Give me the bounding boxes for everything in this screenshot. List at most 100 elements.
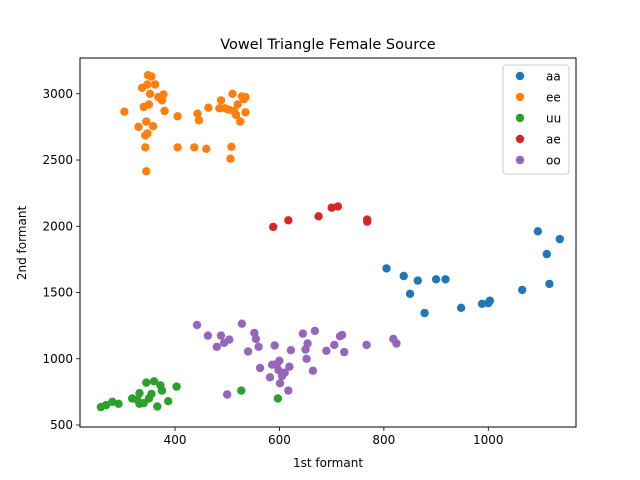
point-uu-17 — [172, 382, 181, 391]
point-oo-1 — [203, 331, 213, 340]
point-uu-13 — [153, 402, 162, 411]
point-oo-19 — [275, 379, 285, 388]
point-oo-30 — [310, 326, 320, 336]
point-ae-1 — [284, 216, 293, 225]
point-ee-33 — [228, 89, 237, 99]
chart-title: Vowel Triangle Female Source — [220, 37, 436, 53]
point-ee-14 — [148, 122, 158, 131]
point-uu-18 — [237, 386, 246, 395]
point-ee-4 — [141, 143, 150, 152]
point-ee-21 — [173, 143, 182, 152]
y-axis: 500 1000 1500 2000 2500 3000 — [42, 87, 80, 432]
point-ee-6 — [142, 167, 151, 176]
point-ee-36 — [233, 100, 242, 109]
legend-marker-oo — [515, 155, 525, 165]
legend-label-uu: uu — [546, 112, 561, 126]
point-oo-7 — [237, 319, 247, 328]
legend-marker-ae — [515, 134, 525, 144]
point-oo-31 — [322, 346, 331, 355]
point-oo-34 — [337, 330, 347, 340]
point-uu-19 — [273, 394, 283, 403]
x-tick-label: 600 — [268, 433, 291, 447]
point-oo-12 — [255, 363, 265, 373]
point-oo-2 — [212, 342, 221, 351]
x-axis-label: 1st formant — [293, 456, 363, 470]
point-oo-6 — [225, 335, 234, 344]
point-oo-8 — [243, 347, 253, 356]
point-oo-23 — [285, 362, 294, 371]
point-oo-29 — [308, 366, 318, 375]
point-uu-6 — [135, 389, 144, 398]
y-tick-label: 1000 — [42, 352, 73, 366]
point-ee-23 — [193, 109, 202, 118]
point-ee-24 — [194, 116, 204, 125]
point-aa-4 — [420, 308, 429, 318]
point-ee-0 — [120, 107, 129, 116]
legend-marker-uu — [515, 113, 525, 123]
point-aa-13 — [542, 249, 551, 259]
point-oo-3 — [216, 331, 226, 340]
points-layer — [96, 71, 564, 412]
point-aa-2 — [405, 289, 415, 298]
point-uu-12 — [149, 377, 159, 386]
point-oo-0 — [192, 320, 202, 330]
point-ee-13 — [147, 72, 156, 81]
point-aa-0 — [382, 264, 391, 273]
point-ee-31 — [226, 154, 235, 163]
point-ee-32 — [227, 142, 236, 151]
point-aa-14 — [545, 279, 554, 289]
point-oo-11 — [254, 342, 263, 351]
x-tick-label: 400 — [164, 433, 187, 447]
point-ee-18 — [159, 90, 168, 99]
point-ee-11 — [144, 100, 154, 109]
point-oo-28 — [303, 339, 312, 348]
y-tick-label: 2500 — [42, 153, 73, 167]
point-ee-41 — [241, 108, 250, 117]
point-ee-8 — [143, 80, 152, 89]
point-aa-8 — [477, 299, 487, 308]
legend-marker-aa — [515, 71, 525, 81]
point-oo-24 — [286, 346, 296, 355]
point-ae-6 — [363, 217, 372, 226]
point-oo-38 — [392, 339, 401, 348]
y-tick-label: 500 — [50, 418, 73, 432]
point-ee-9 — [143, 129, 152, 138]
point-oo-21 — [280, 368, 289, 377]
point-uu-1 — [101, 400, 111, 410]
point-ee-25 — [202, 144, 211, 153]
point-oo-25 — [298, 329, 308, 338]
y-axis-label: 2nd formant — [15, 206, 29, 281]
point-oo-13 — [265, 373, 275, 382]
plot-frame — [79, 57, 577, 428]
point-uu-9 — [142, 378, 151, 387]
point-oo-32 — [330, 340, 339, 350]
point-ee-22 — [190, 143, 199, 152]
point-oo-10 — [251, 334, 261, 344]
point-ae-2 — [314, 212, 323, 221]
point-ee-20 — [173, 112, 182, 121]
legend-label-oo: oo — [546, 154, 561, 168]
point-aa-1 — [399, 271, 408, 281]
point-aa-3 — [413, 276, 422, 285]
y-tick-label: 1500 — [42, 286, 73, 300]
point-uu-3 — [114, 399, 123, 408]
point-ee-15 — [151, 80, 160, 89]
point-ee-1 — [134, 122, 143, 132]
x-axis: 400 600 800 1000 — [164, 427, 504, 447]
point-aa-10 — [485, 296, 495, 305]
point-oo-22 — [284, 386, 293, 395]
point-ee-35 — [231, 110, 241, 120]
point-oo-15 — [270, 341, 279, 350]
legend-label-ae: ae — [546, 133, 561, 147]
x-tick-label: 1000 — [473, 433, 504, 447]
legend-label-ee: ee — [546, 91, 561, 105]
point-oo-5 — [223, 390, 232, 399]
point-aa-11 — [518, 285, 527, 295]
point-ee-40 — [241, 92, 250, 102]
point-oo-17 — [274, 365, 283, 375]
point-ee-28 — [216, 96, 226, 105]
point-ee-12 — [145, 89, 155, 99]
legend-marker-ee — [515, 92, 525, 102]
point-uu-15 — [157, 386, 167, 395]
